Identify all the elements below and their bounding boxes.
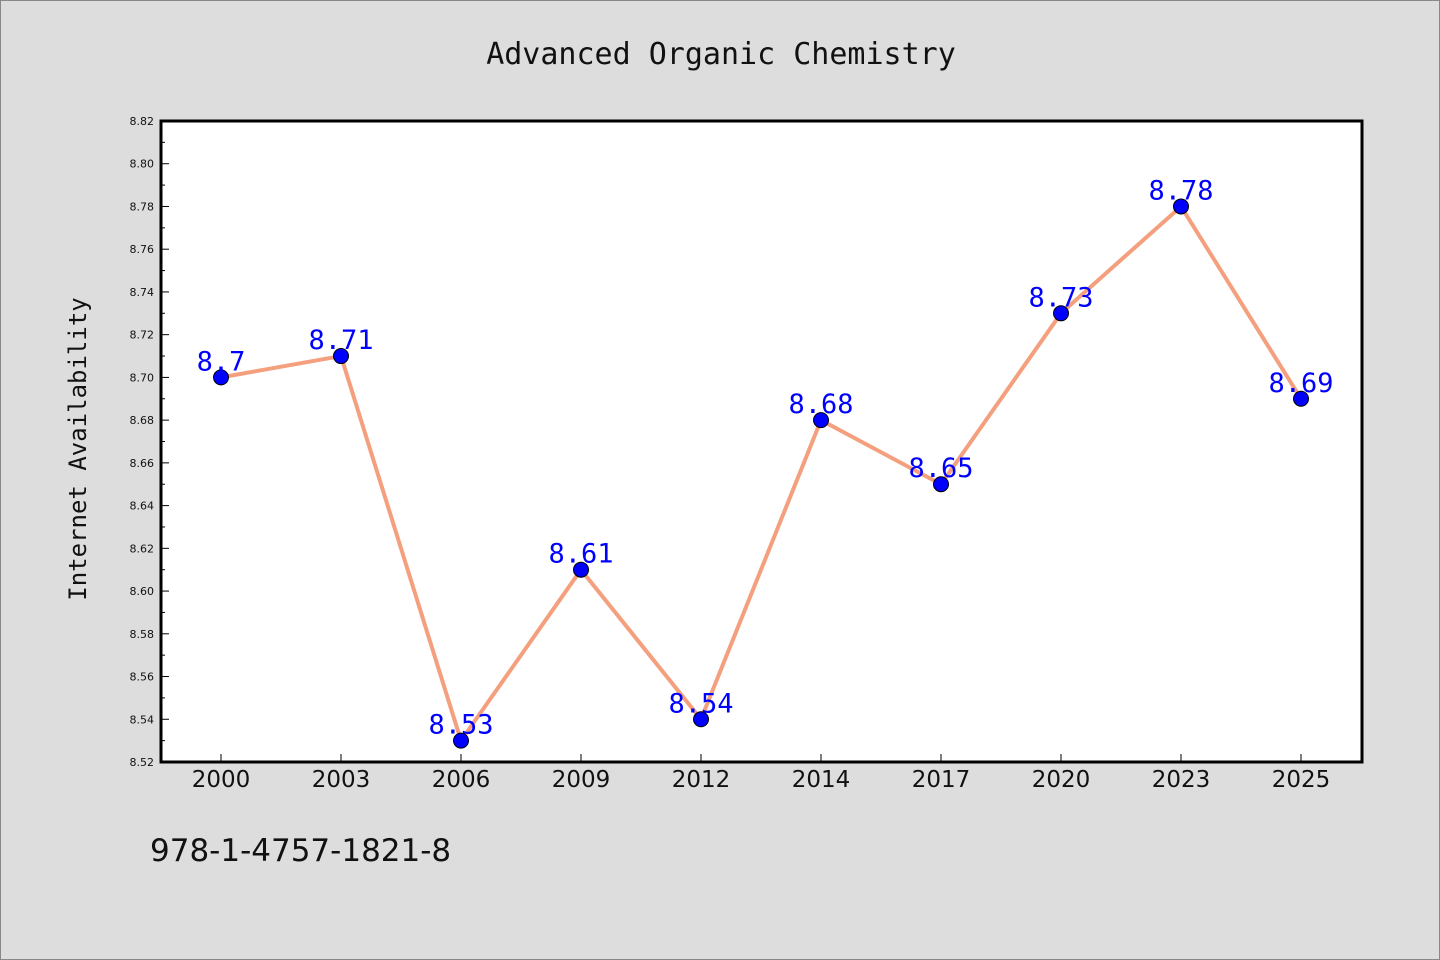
data-label: 8.68 bbox=[788, 389, 853, 420]
data-label: 8.71 bbox=[308, 325, 373, 356]
series-layer bbox=[213, 198, 1309, 749]
y-tick-label: 8.70 bbox=[130, 371, 155, 384]
y-tick-label: 8.80 bbox=[130, 158, 155, 171]
y-tick-label: 8.54 bbox=[130, 713, 155, 726]
y-axis: 8.52 8.54 8.56 8.58 8.60 8.62 8.64 8.66 8.68 8.70… bbox=[130, 115, 169, 769]
y-tick-label: 8.60 bbox=[130, 585, 155, 598]
data-point bbox=[693, 711, 709, 728]
series-line bbox=[219, 204, 1303, 743]
y-tick-label: 8.78 bbox=[130, 200, 155, 213]
x-tick-label: 2020 bbox=[1032, 767, 1091, 793]
data-point bbox=[1293, 390, 1309, 407]
data-label: 8.78 bbox=[1148, 175, 1213, 206]
data-point bbox=[813, 412, 829, 429]
data-label: 8.53 bbox=[428, 710, 493, 741]
y-tick-label: 8.72 bbox=[130, 329, 155, 342]
y-tick-label: 8.64 bbox=[130, 500, 155, 513]
y-tick-label: 8.58 bbox=[130, 628, 155, 641]
y-tick-label: 8.74 bbox=[130, 286, 155, 299]
x-tick-label: 2003 bbox=[312, 767, 371, 793]
x-tick-label: 2006 bbox=[432, 767, 491, 793]
y-tick-label: 8.76 bbox=[130, 243, 155, 256]
data-label: 8.69 bbox=[1268, 368, 1333, 399]
isbn-text: 978-1-4757-1821-8 bbox=[150, 833, 452, 869]
y-tick-label: 8.52 bbox=[130, 756, 155, 769]
y-tick-label: 8.68 bbox=[130, 414, 155, 427]
data-label-layer: 8.7 8.71 8.53 8.61 8.54 8.68 8.65 8.73 8.78 8.69 bbox=[197, 175, 1334, 740]
data-point bbox=[933, 476, 949, 493]
x-tick-label: 2014 bbox=[792, 767, 851, 793]
data-label: 8.65 bbox=[908, 453, 973, 484]
x-tick-label: 2012 bbox=[672, 767, 731, 793]
data-point bbox=[453, 732, 469, 749]
data-label: 8.61 bbox=[548, 539, 613, 570]
x-tick-label: 2025 bbox=[1272, 767, 1331, 793]
data-point bbox=[333, 348, 349, 365]
y-tick-label: 8.66 bbox=[130, 457, 155, 470]
y-tick-label: 8.62 bbox=[130, 542, 155, 555]
x-axis: 2000 2003 2006 2009 2012 2014 2017 2020 2023 2025 bbox=[192, 754, 1331, 793]
data-label: 8.54 bbox=[668, 688, 733, 719]
chart-title: Advanced Organic Chemistry bbox=[486, 37, 956, 72]
data-point bbox=[213, 369, 229, 386]
x-tick-label: 2023 bbox=[1152, 767, 1211, 793]
plot-area bbox=[159, 119, 1364, 764]
y-tick-label: 8.82 bbox=[130, 115, 155, 128]
y-tick-label: 8.56 bbox=[130, 671, 155, 684]
x-tick-label: 2017 bbox=[912, 767, 971, 793]
data-label: 8.7 bbox=[197, 346, 246, 377]
data-point bbox=[1173, 198, 1189, 215]
x-tick-label: 2009 bbox=[552, 767, 611, 793]
x-tick-label: 2000 bbox=[192, 767, 251, 793]
data-point bbox=[1053, 305, 1069, 322]
data-point bbox=[573, 561, 589, 578]
y-axis-label: Internet Availability bbox=[64, 297, 92, 600]
data-label: 8.73 bbox=[1028, 282, 1093, 313]
